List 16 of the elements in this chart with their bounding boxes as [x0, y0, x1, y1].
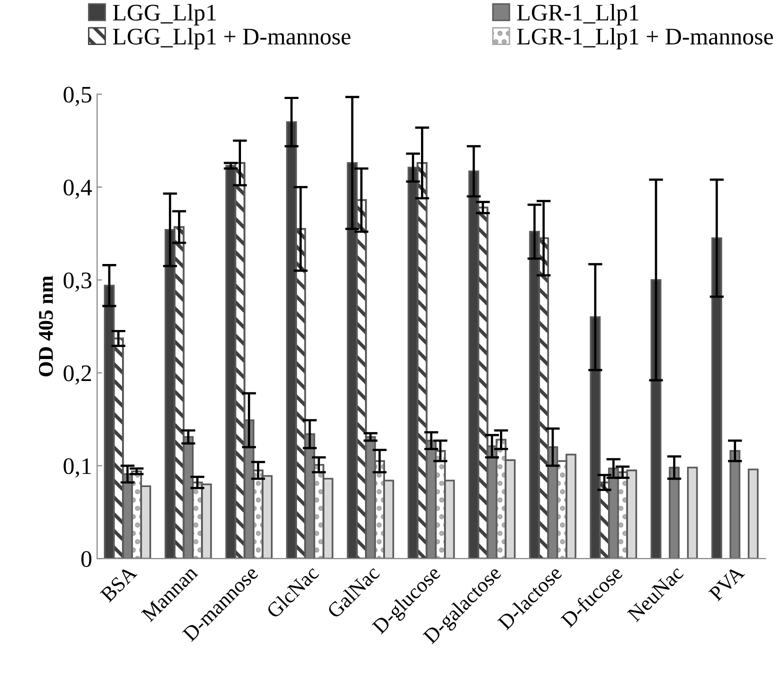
y-tick-label: 0,5 — [64, 86, 92, 106]
bar — [687, 466, 698, 559]
y-tick-label: 0,2 — [64, 365, 91, 385]
y-tick-label: 0,4 — [64, 180, 92, 199]
y-axis-title: OD 405 nm — [38, 276, 53, 376]
x-tick-label: BSA — [100, 564, 138, 603]
bar — [711, 237, 722, 559]
y-tick-label: 0,3 — [64, 272, 92, 292]
y-tick-label: 0,1 — [64, 458, 91, 478]
x-tick-label: PVA — [708, 564, 746, 602]
y-tick-label: 0 — [81, 551, 92, 568]
legend-label: LGG_Llp1 + D-mannose — [113, 28, 350, 50]
bar — [748, 468, 759, 559]
legend-label: LGG_Llp1 — [113, 4, 216, 26]
legend-label: LGR-1_Llp1 — [517, 4, 638, 26]
legend-label: LGR-1_Llp1 + D-mannose — [517, 28, 773, 50]
